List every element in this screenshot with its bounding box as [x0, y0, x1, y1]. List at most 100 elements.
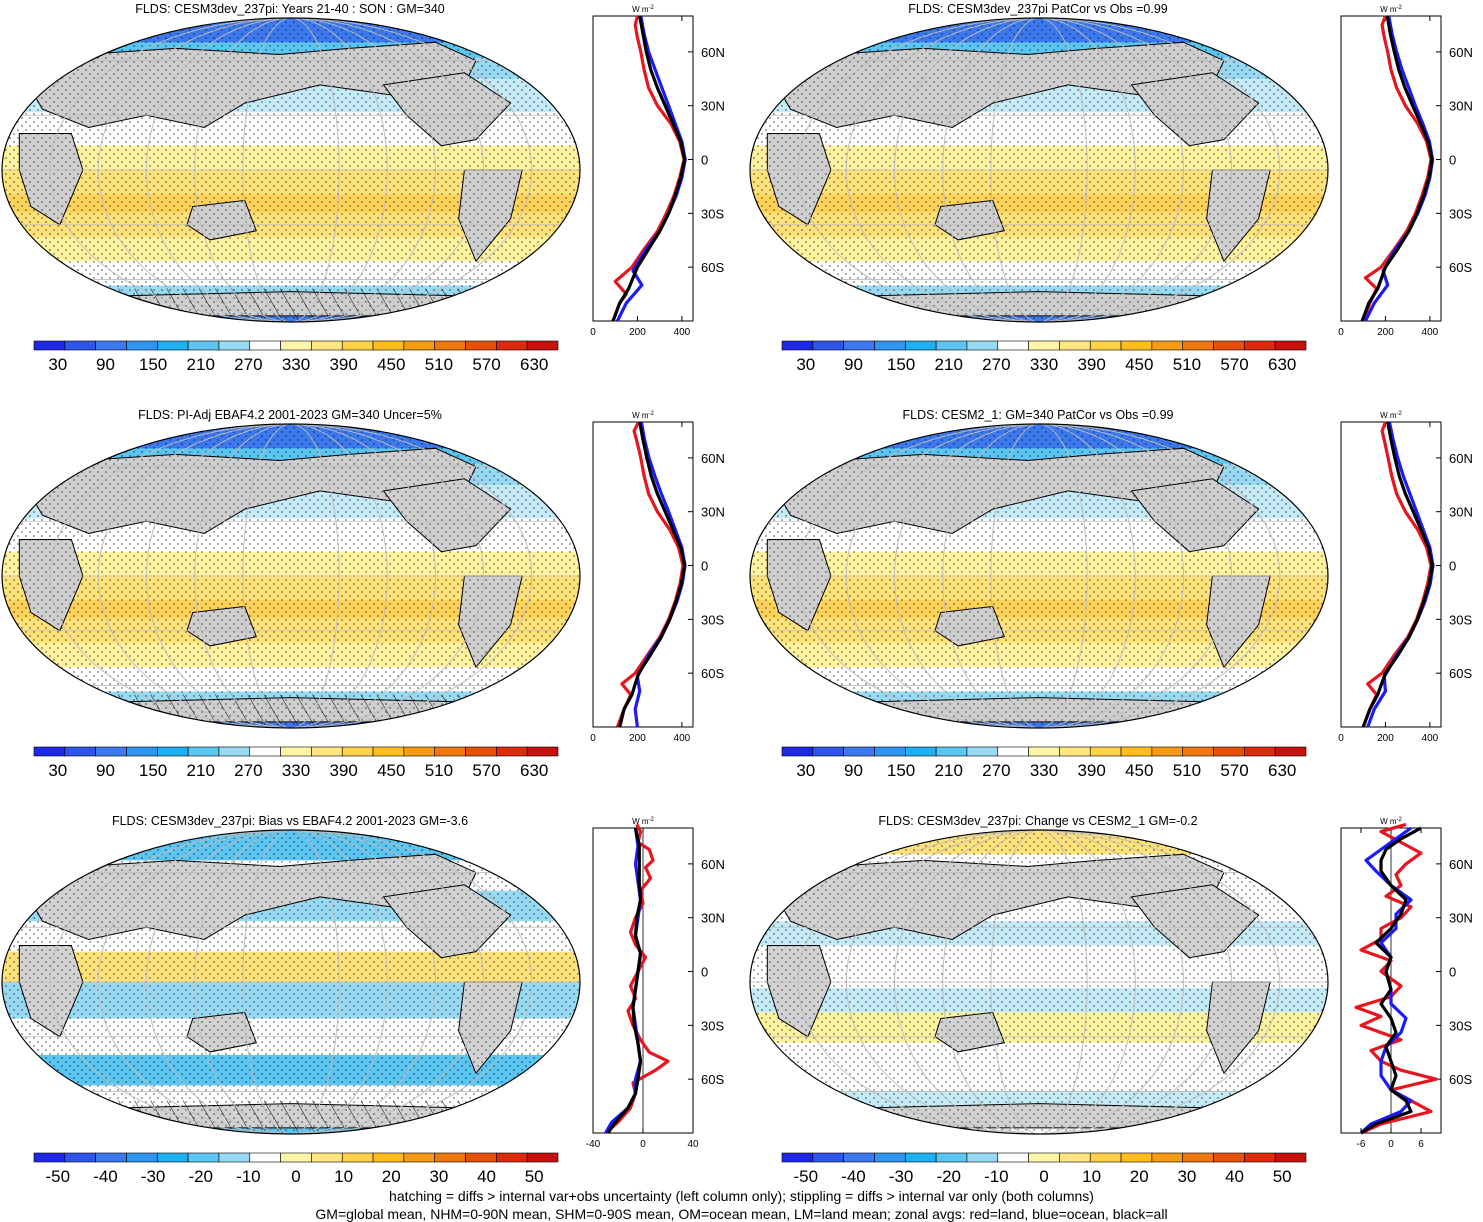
longitude-gridline	[845, 18, 1233, 322]
profile-x-tick-label: 200	[1377, 327, 1394, 338]
colorbar-swatch	[843, 1152, 875, 1163]
colorbar-tick-label: 40	[1225, 1167, 1244, 1186]
profile-lat-label: 30N	[701, 505, 725, 520]
longitude-gridline	[97, 830, 485, 1134]
colorbar-swatch	[874, 746, 906, 757]
colorbar: -50 -40 -30 -20 -10 0 10 20 30 40 50	[33, 1152, 559, 1186]
profile-series-line	[618, 421, 687, 728]
colorbar-swatch	[812, 746, 844, 757]
profile-frame	[592, 15, 694, 322]
profile-unit-label: W m-2	[1380, 817, 1402, 826]
colorbar-tick-label: -50	[794, 1167, 819, 1186]
profile-series-line	[1366, 421, 1435, 728]
colorbar-swatch	[156, 340, 189, 351]
colorbar-swatch	[1089, 746, 1122, 757]
panel-4: FLDS: CESM2_1: GM=340 PatCor vs Obs =0.9…	[749, 408, 1473, 780]
colorbar-swatch	[403, 1152, 436, 1163]
colorbar-tick-label: -30	[889, 1167, 914, 1186]
profile-lat-label: 60S	[1449, 666, 1472, 681]
zonal-profile: W m-2 60N 30N 0 30S 60S 0 200 400	[1338, 411, 1473, 744]
colorbar-swatch	[249, 1152, 281, 1163]
profile-x-tick-label: 400	[674, 733, 691, 744]
colorbar-tick-label: 270	[234, 355, 262, 374]
map-outline	[749, 17, 1329, 323]
profile-frame	[1340, 15, 1442, 322]
colorbar-swatch	[1151, 340, 1184, 351]
colorbar-swatch	[95, 340, 127, 351]
profile-unit-label: W m-2	[632, 817, 654, 826]
colorbar-swatch	[403, 746, 436, 757]
longitude-gridline	[146, 830, 436, 1134]
panel-2: FLDS: CESM3dev_237pi PatCor vs Obs =0.99…	[749, 2, 1473, 374]
profile-series-line	[615, 15, 687, 322]
colorbar-swatch	[1028, 746, 1060, 757]
profile-lat-label: 30N	[701, 911, 725, 926]
colorbar-swatch	[966, 340, 999, 351]
colorbar-tick-label: 30	[48, 355, 67, 374]
colorbar-swatch	[1274, 1152, 1307, 1163]
colorbar-tick-label: 570	[1220, 761, 1248, 780]
colorbar-tick-label: 90	[844, 761, 863, 780]
colorbar-swatch	[997, 746, 1029, 757]
profile-series-line	[1360, 15, 1434, 322]
colorbar: 30 90 150 210 270 330 390 450 510 570 630	[33, 340, 559, 374]
colorbar-swatch	[403, 340, 436, 351]
colorbar-swatch	[465, 1152, 497, 1163]
colorbar-tick-label: -20	[936, 1167, 961, 1186]
colorbar-swatch	[372, 1152, 405, 1163]
colorbar-tick-label: 150	[887, 761, 915, 780]
panel-6: FLDS: CESM3dev_237pi: Change vs CESM2_1 …	[749, 814, 1473, 1186]
colorbar-swatch	[1059, 746, 1091, 757]
profile-series-line	[611, 15, 687, 322]
colorbar-swatch	[1028, 1152, 1060, 1163]
colorbar-tick-label: 210	[935, 761, 963, 780]
map-outline	[1, 829, 581, 1135]
colorbar-swatch	[1028, 340, 1060, 351]
panel-title: FLDS: CESM3dev_237pi: Years 21-40 : SON …	[135, 2, 445, 16]
colorbar-swatch	[434, 1152, 466, 1163]
longitude-gridline	[894, 424, 1184, 728]
colorbar-swatch	[1120, 746, 1153, 757]
longitude-gridline	[242, 424, 340, 728]
longitude-gridline	[845, 424, 1233, 728]
profile-x-tick-label: 0	[590, 327, 596, 338]
figure-canvas: FLDS: CESM3dev_237pi: Years 21-40 : SON …	[1, 2, 1473, 1186]
profile-lat-label: 60N	[1449, 857, 1473, 872]
colorbar-tick-label: 510	[1173, 761, 1201, 780]
colorbar-tick-label: 20	[1130, 1167, 1149, 1186]
colorbar-tick-label: 330	[282, 355, 310, 374]
colorbar-tick-label: -40	[93, 1167, 118, 1186]
profile-lat-label: 0	[701, 153, 708, 168]
profile-unit-label: W m-2	[1380, 411, 1402, 420]
profile-series-line	[1354, 822, 1438, 1135]
panel-title: FLDS: CESM3dev_237pi PatCor vs Obs =0.99	[908, 2, 1168, 16]
colorbar-swatch	[465, 746, 497, 757]
colorbar-swatch	[187, 340, 220, 351]
colorbar-tick-label: 0	[1039, 1167, 1048, 1186]
colorbar-tick-label: 30	[1177, 1167, 1196, 1186]
colorbar-tick-label: 90	[844, 355, 863, 374]
panel-title: FLDS: CESM3dev_237pi: Change vs CESM2_1 …	[878, 814, 1197, 828]
colorbar-swatch	[496, 746, 528, 757]
colorbar-swatch	[1120, 1152, 1153, 1163]
colorbar-swatch	[187, 746, 220, 757]
colorbar-swatch	[64, 1152, 96, 1163]
profile-lat-label: 30N	[1449, 99, 1473, 114]
profile-lat-label: 60S	[701, 260, 724, 275]
colorbar-swatch	[526, 746, 559, 757]
colorbar-tick-label: 0	[291, 1167, 300, 1186]
longitude-gridline	[194, 830, 388, 1134]
colorbar-swatch	[249, 746, 281, 757]
colorbar-tick-label: 450	[1125, 761, 1153, 780]
colorbar-tick-label: 30	[429, 1167, 448, 1186]
colorbar-tick-label: 330	[282, 761, 310, 780]
longitude-gridline	[942, 18, 1136, 322]
colorbar-swatch	[812, 1152, 844, 1163]
colorbar-swatch	[526, 1152, 559, 1163]
colorbar-tick-label: -40	[841, 1167, 866, 1186]
colorbar-swatch	[95, 746, 127, 757]
map-outline	[1, 423, 581, 729]
colorbar-tick-label: 630	[520, 761, 548, 780]
longitude-gridline	[797, 830, 1281, 1134]
colorbar-tick-label: -10	[984, 1167, 1009, 1186]
